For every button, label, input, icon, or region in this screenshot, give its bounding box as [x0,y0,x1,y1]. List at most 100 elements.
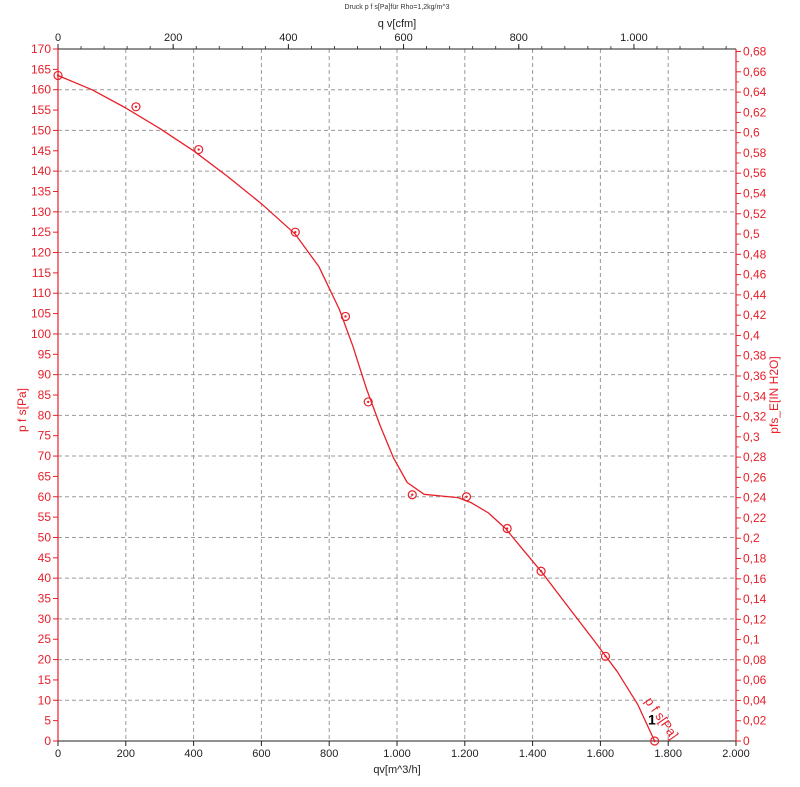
y-tick-label: 140 [31,164,51,178]
y2-tick-label: 0,28 [743,450,767,464]
data-point-center [134,105,138,109]
data-point-center [505,527,509,530]
y-tick-label: 35 [38,592,52,606]
x-tick-label: 1.400 [519,748,547,760]
x-tick-label: 200 [117,748,135,760]
y-tick-label: 20 [38,653,52,667]
y-tick-label: 95 [38,347,52,361]
y2-tick-label: 0,24 [743,491,767,505]
x2-tick-label: 400 [279,32,297,44]
y2-tick-label: 0,16 [743,572,767,586]
y-tick-label: 0 [44,734,51,748]
y-tick-label: 25 [38,632,52,646]
y2-tick-label: 0,14 [743,592,767,606]
data-point-center [465,495,468,498]
y-tick-label: 50 [38,530,52,544]
y2-tick-label: 0,46 [743,268,767,282]
y-tick-label: 125 [31,225,51,239]
right-axis-label: pfs_E[IN H2O] [767,356,781,433]
y2-tick-label: 0 [743,734,750,748]
data-point-center [366,400,370,404]
y2-tick-label: 0,38 [743,349,767,363]
y2-tick-label: 0,42 [743,308,767,322]
x2-tick-label: 800 [510,32,528,44]
data-point [53,70,63,81]
y-tick-label: 105 [31,307,51,321]
data-point [363,397,373,407]
y-tick-label: 90 [38,368,52,382]
y2-tick-label: 0,26 [743,470,767,484]
y2-tick-label: 0,02 [743,714,767,728]
left-axis-label: p f s[Pa] [15,388,29,432]
y-tick-label: 145 [31,144,51,158]
y-tick-label: 30 [38,612,52,626]
y-tick-label: 75 [38,429,52,443]
y2-tick-label: 0,18 [743,551,767,565]
y-tick-label: 135 [31,184,51,198]
y-tick-label: 5 [44,714,51,728]
y2-tick-label: 0,3 [743,430,760,444]
curve-marker-label: 1 [648,712,656,728]
y-tick-label: 80 [38,408,52,422]
data-point-center [539,570,543,573]
data-point-center [56,74,60,77]
data-point-center [294,230,297,234]
x-tick-label: 1.800 [654,748,682,760]
x-tick-label: 1.000 [383,748,411,760]
data-point [131,102,141,112]
y2-tick-label: 0,52 [743,207,767,221]
data-point [290,227,300,237]
left-axis: 0 5 10 15 20 25 30 35 40 45 50 55 60 65 70 75 80 85 90 95 10… [31,42,58,748]
y2-tick-label: 0,54 [743,186,767,200]
y2-tick-label: 0,32 [743,410,767,424]
y2-tick-label: 0,08 [743,653,767,667]
y2-tick-label: 0,66 [743,65,767,79]
y-tick-label: 150 [31,123,51,137]
y2-tick-label: 0,4 [743,328,760,342]
data-point [340,311,351,322]
y-tick-label: 85 [38,388,52,402]
data-point-center [653,739,656,743]
y-tick-label: 55 [38,510,52,524]
data-point-center [344,315,347,318]
y2-tick-label: 0,58 [743,146,767,160]
y2-tick-label: 0,1 [743,633,760,647]
bottom-axis-label: qv[m^3/h] [373,764,420,776]
y-tick-label: 115 [32,266,51,280]
y-tick-label: 40 [38,571,52,585]
x-tick-label: 1.200 [451,748,479,760]
x2-tick-label: 0 [55,32,61,44]
data-point [536,566,546,576]
y2-tick-label: 0,56 [743,166,767,180]
y2-tick-label: 0,22 [743,511,767,525]
data-point [502,523,512,534]
y-tick-label: 110 [32,286,51,300]
y-tick-label: 160 [31,83,51,97]
y-tick-label: 100 [31,327,51,341]
x-tick-label: 2.000 [722,748,750,760]
top-axis-label: q v[cfm] [378,18,417,30]
y-tick-label: 70 [38,449,52,463]
y2-tick-label: 0,6 [743,126,760,140]
top-axis: 0 200 400 600 800 1.000 [55,32,727,49]
data-point-center [197,148,200,151]
y2-tick-label: 0,06 [743,673,767,687]
x-tick-label: 600 [252,748,270,760]
y-tick-label: 130 [31,205,51,219]
y-tick-label: 65 [38,469,52,483]
x-tick-label: 400 [184,748,202,760]
data-point [650,736,660,746]
data-point [600,651,611,661]
x2-tick-label: 600 [394,32,412,44]
y2-tick-label: 0,62 [743,105,767,119]
series-group [53,70,660,746]
y-tick-label: 15 [38,673,52,687]
y2-tick-label: 0,5 [743,227,760,241]
y2-tick-label: 0,2 [743,531,760,545]
data-point [407,490,417,500]
y2-tick-label: 0,64 [743,85,767,99]
x2-tick-label: 1.000 [620,32,648,44]
y-tick-label: 60 [38,490,52,504]
y2-tick-label: 0,04 [743,693,767,707]
